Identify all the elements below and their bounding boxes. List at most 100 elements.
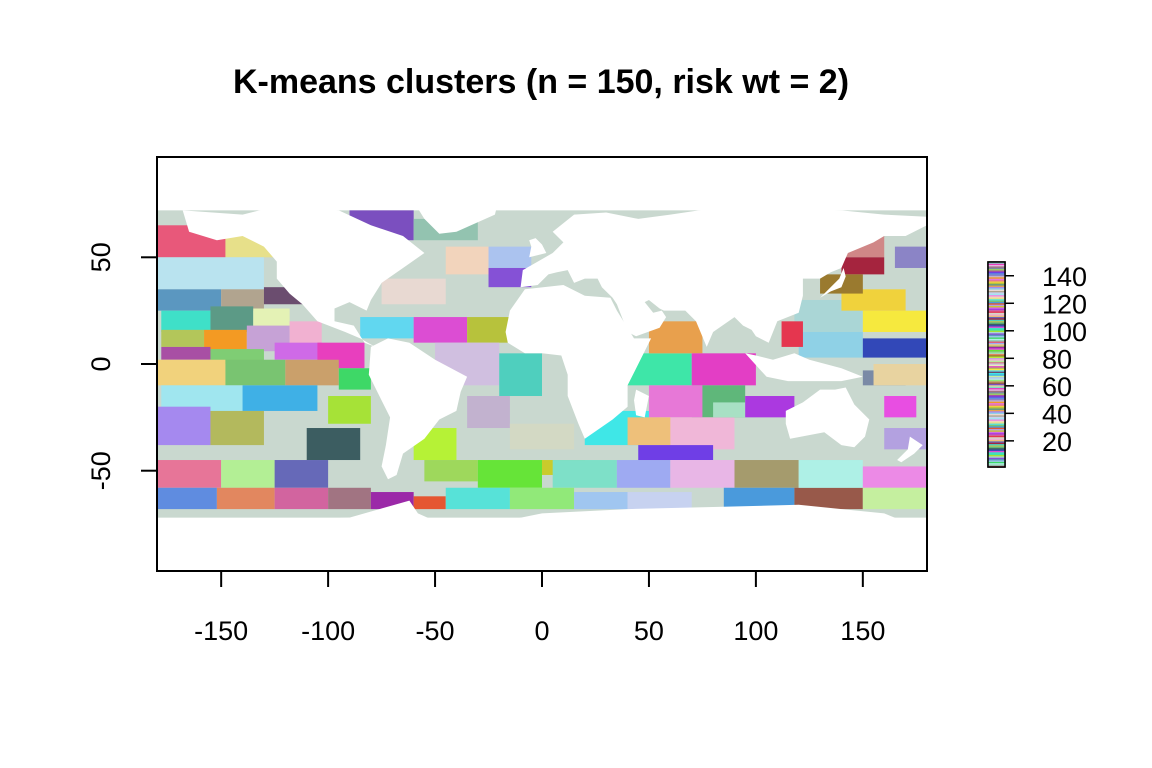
legend-stripe — [988, 393, 1005, 395]
cluster-region — [798, 460, 863, 488]
legend-stripe — [988, 457, 1005, 460]
legend-stripe — [988, 354, 1005, 357]
legend-tick-label: 120 — [1042, 289, 1087, 319]
legend-stripe — [988, 402, 1005, 405]
cluster-region — [798, 331, 863, 358]
x-axis: -150 -100 -50 0 50 100 150 — [194, 571, 885, 646]
cluster-region — [781, 321, 803, 347]
legend-stripe — [988, 364, 1005, 367]
legend-stripe — [988, 331, 1005, 334]
cluster-region — [616, 460, 671, 488]
cluster-region — [467, 396, 510, 429]
legend-stripe — [988, 301, 1005, 304]
legend-stripe — [988, 339, 1005, 342]
legend-stripe — [988, 268, 1005, 271]
cluster-region — [445, 487, 510, 510]
legend-stripe — [988, 352, 1005, 354]
legend-stripe — [988, 303, 1005, 305]
legend-stripe — [988, 311, 1005, 313]
legend-stripe — [988, 333, 1005, 335]
legend-stripe — [988, 441, 1005, 443]
cluster-region — [413, 496, 446, 510]
cluster-region — [713, 402, 756, 418]
cluster-region — [445, 246, 489, 275]
legend-stripe — [988, 394, 1005, 397]
legend-stripe — [988, 397, 1005, 399]
cluster-region — [157, 406, 211, 446]
legend-stripe — [988, 412, 1005, 414]
legend-stripe — [988, 262, 1005, 264]
cluster-region — [242, 385, 318, 411]
land-greenland — [413, 186, 500, 234]
cluster-region — [745, 396, 795, 418]
legend-stripe — [988, 421, 1005, 424]
y-tick-label: -50 — [86, 451, 116, 490]
legend-stripe — [988, 417, 1005, 420]
legend-stripe — [988, 293, 1005, 296]
legend-stripe — [988, 296, 1005, 298]
legend-stripe — [988, 348, 1005, 350]
legend-stripe — [988, 423, 1005, 425]
legend-stripe — [988, 318, 1005, 320]
legend-stripe — [988, 401, 1005, 404]
cluster-region — [627, 492, 692, 510]
land-uk — [529, 238, 547, 258]
cluster-region — [488, 246, 532, 268]
legend-stripe — [988, 334, 1005, 337]
legend-stripe — [988, 365, 1005, 368]
cluster-region — [225, 359, 286, 386]
legend-stripe — [988, 360, 1005, 363]
legend-stripe — [988, 286, 1005, 289]
cluster-region — [157, 487, 217, 510]
legend-stripe — [988, 415, 1005, 417]
legend-stripe — [988, 456, 1005, 458]
legend-tick-label: 80 — [1042, 344, 1072, 374]
cluster-region — [285, 359, 339, 386]
cluster-region — [157, 460, 222, 488]
cluster-region — [274, 342, 322, 360]
cluster-region — [862, 466, 927, 488]
legend-stripe — [988, 446, 1005, 449]
cluster-region — [841, 289, 906, 311]
cluster-region — [204, 329, 247, 352]
legend-stripe — [988, 316, 1005, 319]
legend-stripe — [988, 404, 1005, 406]
legend-stripe — [988, 309, 1005, 312]
legend-stripe — [988, 361, 1005, 364]
legend-stripe — [988, 359, 1005, 361]
land-masses — [157, 186, 927, 557]
cluster-region — [509, 423, 575, 450]
legend-stripe — [988, 285, 1005, 287]
cluster-region — [161, 346, 211, 360]
legend-stripe — [988, 461, 1005, 464]
land-africa — [505, 285, 652, 439]
legend-stripe — [988, 447, 1005, 450]
legend-stripe — [988, 367, 1005, 369]
legend-stripe — [988, 443, 1005, 446]
legend-tick-label: 100 — [1042, 317, 1087, 347]
legend-stripe — [988, 442, 1005, 445]
legend-stripe — [988, 426, 1005, 428]
legend-stripe — [988, 270, 1005, 272]
legend-stripe — [988, 372, 1005, 375]
legend-stripe — [988, 436, 1005, 439]
legend-stripe — [988, 435, 1005, 438]
cluster-region — [552, 460, 617, 488]
cluster-region — [328, 396, 371, 424]
legend-stripe — [988, 272, 1005, 275]
legend-stripe — [988, 330, 1005, 332]
cluster-region — [691, 353, 756, 386]
legend-stripe — [988, 341, 1005, 343]
legend-stripe — [988, 281, 1005, 283]
legend-stripe — [988, 371, 1005, 373]
legend-stripe — [988, 382, 1005, 384]
legend-stripe — [988, 344, 1005, 346]
legend-stripe — [988, 287, 1005, 290]
legend-stripe — [988, 398, 1005, 401]
cluster-region — [157, 289, 222, 311]
legend-stripe — [988, 390, 1005, 393]
legend-stripe — [988, 405, 1005, 408]
cluster-region — [509, 487, 575, 510]
legend-stripe — [988, 464, 1005, 466]
